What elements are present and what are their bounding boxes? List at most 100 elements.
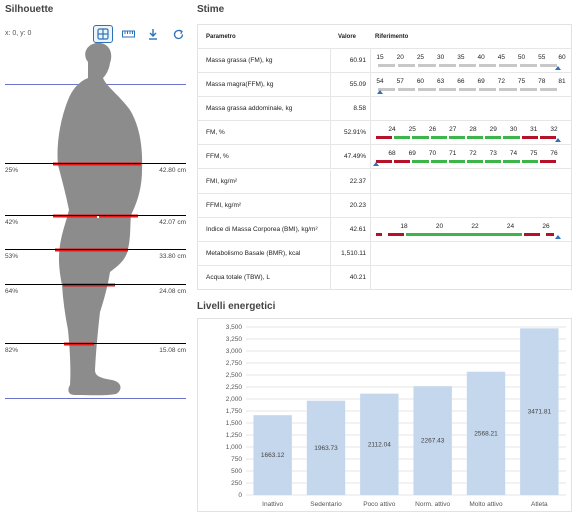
silhouette-panel: Silhouette x: 0, y: 0 25% 42.80 cm 42% 4… bbox=[0, 0, 192, 512]
row-param: Massa grassa addominale, kg bbox=[206, 105, 293, 113]
reference-label: 66 bbox=[457, 78, 465, 86]
reference-label: 74 bbox=[509, 150, 518, 158]
table-row: Metabolismo Basale (BMR), kcal 1,510.11 bbox=[198, 241, 571, 266]
stime-panel: Stime Parametro Valore Riferimento Massa… bbox=[197, 0, 576, 512]
value-marker bbox=[555, 138, 561, 143]
table-row: Indice di Massa Corporea (BMI), kg/m² 42.… bbox=[198, 217, 571, 242]
y-tick-label: 2,000 bbox=[226, 396, 243, 403]
reference-label: 30 bbox=[437, 54, 445, 61]
y-tick-label: 3,500 bbox=[226, 324, 243, 331]
reference-label: 27 bbox=[449, 126, 457, 134]
y-tick-label: 0 bbox=[238, 492, 242, 499]
reference-label: 20 bbox=[435, 222, 444, 230]
x-category-label: Molto attivo bbox=[469, 501, 503, 508]
coordinates-readout: x: 0, y: 0 bbox=[5, 30, 32, 37]
reference-label: 22 bbox=[471, 222, 479, 230]
measure-guide bbox=[5, 284, 186, 285]
reference-label: 76 bbox=[550, 150, 558, 158]
table-row: FFM, % 47.49% 68 69 70 71 72 73 74 75 76 bbox=[198, 145, 571, 170]
measure-cm: 33.80 cm bbox=[159, 253, 186, 260]
row-param: Indice di Massa Corporea (BMI), kg/m² bbox=[206, 225, 318, 233]
row-param: FMI, kg/m² bbox=[206, 177, 238, 185]
row-value: 40.21 bbox=[349, 274, 366, 282]
measure-guide bbox=[5, 249, 186, 250]
row-param: Metabolismo Basale (BMR), kcal bbox=[206, 249, 301, 257]
reference-label: 25 bbox=[408, 126, 416, 134]
reference-scale: 68 69 70 71 72 73 74 75 76 bbox=[373, 145, 568, 168]
y-tick-label: 1,250 bbox=[226, 432, 243, 439]
row-param: FFMI, kg/m² bbox=[206, 201, 242, 209]
y-tick-label: 2,250 bbox=[226, 384, 243, 391]
reference-scale: 54 57 60 63 66 69 72 75 78 81 bbox=[374, 73, 568, 96]
reference-label: 50 bbox=[517, 54, 526, 61]
reference-label: 18 bbox=[400, 222, 408, 230]
row-param: Acqua totale (TBW), L bbox=[206, 274, 270, 282]
download-icon[interactable] bbox=[143, 25, 163, 43]
y-tick-label: 3,000 bbox=[226, 348, 243, 355]
row-value: 42.61 bbox=[349, 225, 366, 233]
body-silhouette bbox=[53, 42, 143, 396]
row-param: FFM, % bbox=[206, 153, 229, 161]
row-value: 60.91 bbox=[349, 57, 366, 65]
row-param: Massa grassa (FM), kg bbox=[206, 57, 273, 65]
reference-label: 70 bbox=[428, 150, 437, 158]
reference-label: 68 bbox=[388, 150, 396, 158]
reference-label: 75 bbox=[517, 78, 526, 86]
row-value: 52.91% bbox=[343, 129, 366, 137]
bar bbox=[306, 400, 346, 495]
measure-cm: 42.07 cm bbox=[159, 219, 186, 226]
table-header-row: Parametro Valore Riferimento bbox=[198, 25, 571, 49]
x-category-label: Poco attivo bbox=[363, 501, 396, 508]
measure-cm: 42.80 cm bbox=[159, 167, 186, 174]
y-tick-label: 3,250 bbox=[226, 336, 243, 343]
bar bbox=[413, 386, 452, 495]
refresh-icon[interactable] bbox=[168, 25, 188, 43]
measure-pct: 82% bbox=[5, 347, 19, 354]
reference-label: 26 bbox=[428, 126, 437, 134]
table-row: Massa magra(FFM), kg 55.09 54 57 60 63 66 69 72 7… bbox=[198, 73, 571, 98]
bar-value-label: 1963.73 bbox=[314, 445, 338, 452]
table-row: Massa grassa (FM), kg 60.91 15 20 25 30 35 40 45… bbox=[198, 49, 571, 74]
header-param: Parametro bbox=[206, 33, 236, 40]
bar bbox=[360, 393, 399, 495]
reference-label: 24 bbox=[388, 126, 396, 134]
reference-label: 40 bbox=[477, 54, 485, 61]
reference-label: 28 bbox=[469, 126, 477, 134]
header-value: Valore bbox=[338, 33, 357, 40]
header-ref: Riferimento bbox=[375, 33, 409, 40]
reference-label: 45 bbox=[497, 54, 505, 61]
reference-label: 55 bbox=[538, 54, 546, 61]
row-value: 8.58 bbox=[353, 105, 366, 113]
measure-pct: 64% bbox=[5, 288, 19, 295]
y-tick-label: 750 bbox=[231, 456, 242, 463]
energy-bar-chart: 0 250 500 750 1,000 1,250 1,500 1,750 2,000 2,250… bbox=[226, 324, 566, 508]
y-tick-label: 250 bbox=[231, 480, 242, 487]
table-row: FFMI, kg/m² 20.23 bbox=[198, 193, 571, 218]
reference-label: 73 bbox=[489, 150, 497, 158]
row-value: 1,510.11 bbox=[341, 249, 366, 257]
table-row: Acqua totale (TBW), L 40.21 bbox=[198, 265, 571, 290]
measure-pct: 53% bbox=[5, 253, 19, 260]
row-value: 55.09 bbox=[349, 81, 366, 89]
row-value: 47.49% bbox=[343, 153, 366, 161]
y-tick-label: 500 bbox=[231, 468, 242, 475]
y-tick-label: 2,750 bbox=[226, 360, 243, 367]
measure-pct: 42% bbox=[5, 219, 19, 226]
reference-scale: 18 20 22 24 26 bbox=[374, 218, 568, 241]
reference-label: 71 bbox=[449, 150, 457, 158]
reference-label: 72 bbox=[497, 78, 505, 86]
reference-label: 54 bbox=[376, 78, 384, 86]
ruler-icon[interactable] bbox=[118, 25, 138, 43]
y-tick-label: 1,750 bbox=[226, 408, 243, 415]
row-value: 22.37 bbox=[349, 177, 366, 185]
reference-label: 57 bbox=[396, 78, 404, 86]
reference-label: 60 bbox=[558, 54, 566, 61]
bar bbox=[520, 328, 559, 495]
reference-label: 63 bbox=[437, 78, 445, 86]
reference-label: 30 bbox=[509, 126, 518, 134]
measure-guide bbox=[5, 215, 186, 216]
energy-chart: 0 250 500 750 1,000 1,250 1,500 1,750 2,000 2,250… bbox=[197, 318, 572, 512]
table-row: FM, % 52.91% 24 25 26 27 28 29 30 31 32 bbox=[198, 121, 571, 146]
grid-icon[interactable] bbox=[93, 25, 113, 43]
value-marker bbox=[373, 162, 379, 167]
